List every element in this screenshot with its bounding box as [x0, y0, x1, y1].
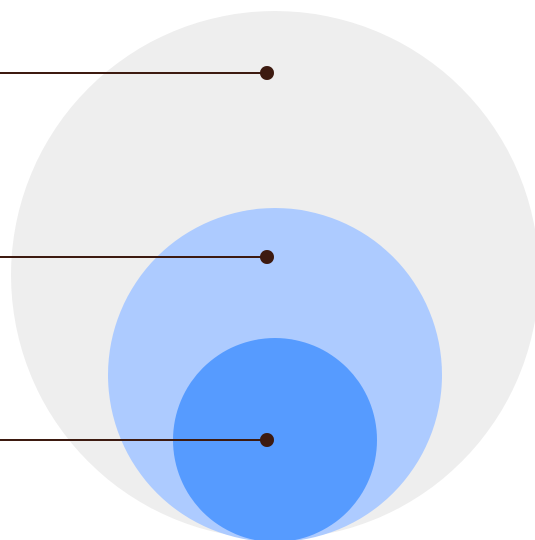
inner-circle	[173, 338, 377, 540]
inner-callout-dot	[260, 433, 274, 447]
middle-callout-dot	[260, 250, 274, 264]
outer-callout-dot	[260, 66, 274, 80]
